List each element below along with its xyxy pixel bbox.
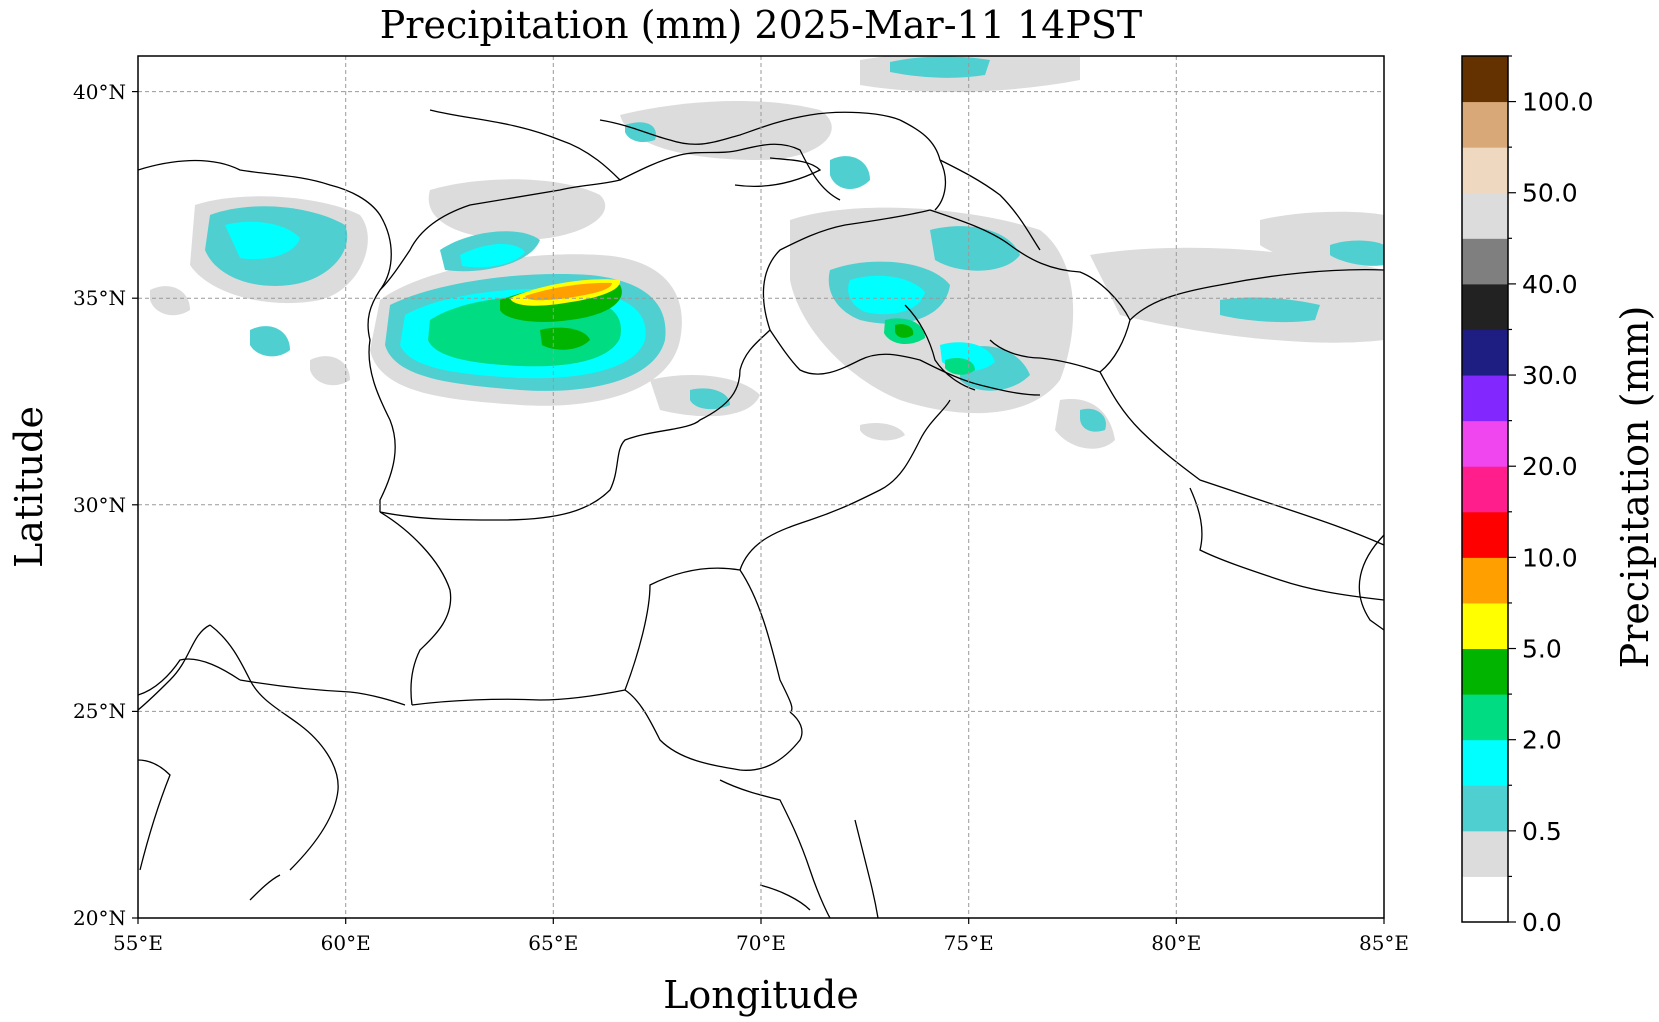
colorbar-segment bbox=[1462, 466, 1508, 513]
colorbar-ticks bbox=[1508, 55, 1516, 923]
colorbar-tick-label: 0.0 bbox=[1522, 908, 1562, 937]
x-tick-label: 70°E bbox=[736, 931, 786, 955]
y-tick-label: 40°N bbox=[73, 80, 126, 104]
x-tick-label: 75°E bbox=[944, 931, 994, 955]
colorbar-tick-label: 100.0 bbox=[1522, 88, 1594, 117]
x-tick-label: 80°E bbox=[1151, 931, 1201, 955]
x-tick-label: 85°E bbox=[1359, 931, 1409, 955]
colorbar-frame bbox=[1461, 55, 1509, 923]
colorbar-tick-label: 10.0 bbox=[1522, 543, 1578, 572]
colorbar-tick-label: 2.0 bbox=[1522, 726, 1562, 755]
x-axis-label: Longitude bbox=[663, 973, 859, 1017]
colorbar-segment bbox=[1462, 694, 1508, 741]
colorbar-segment bbox=[1462, 648, 1508, 695]
colorbar-tick-label: 0.5 bbox=[1522, 817, 1562, 846]
colorbar-tick-label: 30.0 bbox=[1522, 361, 1578, 390]
colorbar-segment bbox=[1462, 785, 1508, 832]
colorbar-segment bbox=[1462, 420, 1508, 467]
colorbar-segment bbox=[1462, 238, 1508, 285]
map-title: Precipitation (mm) 2025-Mar-11 14PST bbox=[380, 3, 1143, 47]
colorbar-segment bbox=[1462, 101, 1508, 148]
colorbar-tick-label: 5.0 bbox=[1522, 635, 1562, 664]
colorbar-tick-labels: 0.0 0.5 2.0 5.0 10.0 20.0 30.0 40.0 50.0 100.0 bbox=[1522, 88, 1594, 937]
y-tick-labels: 20°N 25°N 30°N 35°N 40°N bbox=[73, 80, 126, 930]
colorbar-tick-label: 50.0 bbox=[1522, 179, 1578, 208]
colorbar-segment bbox=[1462, 283, 1508, 330]
colorbar-segment bbox=[1462, 375, 1508, 422]
y-tick-label: 20°N bbox=[73, 906, 126, 930]
x-tick-label: 55°E bbox=[113, 931, 163, 955]
gridlines bbox=[138, 56, 1384, 918]
colorbar-segment bbox=[1462, 876, 1508, 923]
y-axis-label: Latitude bbox=[7, 406, 51, 568]
colorbar-segments bbox=[1462, 56, 1508, 923]
colorbar-segment bbox=[1462, 830, 1508, 877]
colorbar-segment bbox=[1462, 329, 1508, 376]
colorbar-tick-label: 40.0 bbox=[1522, 270, 1578, 299]
colorbar-segment bbox=[1462, 56, 1508, 103]
map-area bbox=[138, 56, 1384, 918]
x-tick-label: 65°E bbox=[528, 931, 578, 955]
colorbar: 0.0 0.5 2.0 5.0 10.0 20.0 30.0 40.0 50.0 100.0 Pr… bbox=[1461, 55, 1657, 937]
colorbar-segment bbox=[1462, 511, 1508, 558]
colorbar-tick-label: 20.0 bbox=[1522, 452, 1578, 481]
precip-orange-areas bbox=[525, 282, 612, 301]
colorbar-segment bbox=[1462, 192, 1508, 239]
colorbar-segment bbox=[1462, 557, 1508, 604]
y-tick-label: 30°N bbox=[73, 493, 126, 517]
y-tick-label: 25°N bbox=[73, 699, 126, 723]
colorbar-segment bbox=[1462, 147, 1508, 194]
colorbar-segment bbox=[1462, 602, 1508, 650]
colorbar-label: Precipitation (mm) bbox=[1613, 306, 1657, 669]
boundary-lines bbox=[138, 109, 1384, 918]
colorbar-segment bbox=[1462, 739, 1508, 786]
x-tick-label: 60°E bbox=[321, 931, 371, 955]
y-tick-label: 35°N bbox=[73, 286, 126, 310]
x-tick-labels: 55°E 60°E 65°E 70°E 75°E 80°E 85°E bbox=[113, 931, 1409, 955]
axis-ticks bbox=[132, 90, 1385, 924]
